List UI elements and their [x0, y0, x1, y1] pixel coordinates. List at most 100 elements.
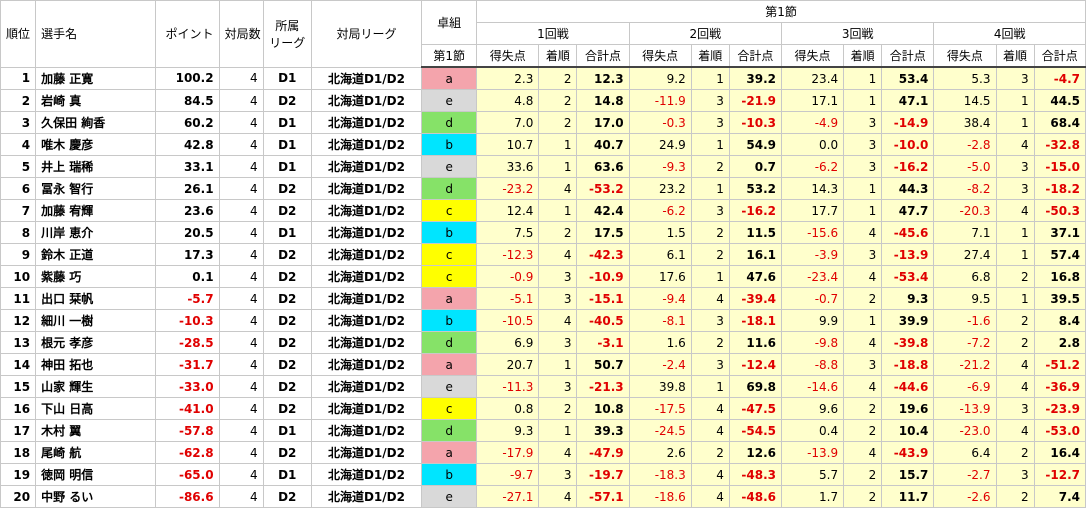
table-row: 1 加藤 正寛 100.2 4 D1 北海道D1/D2 a 2.3 2 12.3 9.2 1 39.2 2… [0, 66, 1086, 90]
round-gain: -11.3 [476, 375, 540, 398]
round-place: 1 [843, 199, 883, 222]
round-total: -21.9 [728, 89, 782, 112]
group: a [421, 287, 478, 310]
round-gain: -10.5 [476, 309, 540, 332]
round-total: 16.4 [1033, 441, 1086, 464]
round-place: 4 [690, 463, 730, 486]
round-gain: -21.2 [933, 353, 997, 376]
round-place: 4 [995, 133, 1035, 156]
header-round: 1回戦 [476, 22, 630, 45]
group: e [421, 485, 478, 508]
round-total: -15.1 [576, 287, 630, 310]
round-place: 4 [538, 441, 578, 464]
league: D2 [262, 89, 312, 112]
round-gain: -7.2 [933, 331, 997, 354]
round-place: 3 [690, 89, 730, 112]
round-total: -19.7 [576, 463, 630, 486]
round-total: 54.9 [728, 133, 782, 156]
match-league: 北海道D1/D2 [310, 463, 423, 486]
match-league: 北海道D1/D2 [310, 155, 423, 178]
round-place: 4 [843, 221, 883, 244]
group: e [421, 89, 478, 112]
points: 0.1 [155, 265, 220, 288]
round-gain: -0.9 [476, 265, 540, 288]
round-place: 4 [538, 243, 578, 266]
round-place: 1 [690, 66, 730, 90]
round-place: 4 [538, 309, 578, 332]
round-place: 2 [690, 331, 730, 354]
header-group-sub: 第1節 [421, 44, 478, 68]
rank: 17 [0, 419, 37, 442]
round-gain: 23.4 [780, 66, 845, 90]
table-row: 7 加藤 宥輝 23.6 4 D2 北海道D1/D2 c 12.4 1 42.4 -6.2 3 -16.… [0, 199, 1086, 222]
table-row: 3 久保田 絢香 60.2 4 D1 北海道D1/D2 d 7.0 2 17.0 -0.3 3 -10.… [0, 111, 1086, 134]
round-total: -18.2 [1033, 177, 1086, 200]
header-sub: 合計点 [881, 44, 935, 68]
points: 17.3 [155, 243, 220, 266]
rank: 14 [0, 353, 37, 376]
player-name: 根元 孝彦 [35, 331, 157, 354]
league: D2 [262, 199, 312, 222]
round-place: 1 [843, 89, 883, 112]
round-place: 4 [995, 199, 1035, 222]
round-gain: 17.6 [628, 265, 692, 288]
player-name: 山家 輝生 [35, 375, 157, 398]
round-gain: -3.9 [780, 243, 845, 266]
rank: 11 [0, 287, 37, 310]
rank: 10 [0, 265, 37, 288]
round-total: 14.8 [576, 89, 630, 112]
rank: 5 [0, 155, 37, 178]
round-total: -51.2 [1033, 353, 1086, 376]
round-gain: -4.9 [780, 111, 845, 134]
round-total: 47.6 [728, 265, 782, 288]
rank: 20 [0, 485, 37, 508]
rank: 16 [0, 397, 37, 420]
league: D2 [262, 265, 312, 288]
round-place: 4 [690, 287, 730, 310]
rank: 3 [0, 111, 37, 134]
league: D2 [262, 397, 312, 420]
round-gain: 24.9 [628, 133, 692, 156]
rank: 18 [0, 441, 37, 464]
round-total: -54.5 [728, 419, 782, 442]
games: 4 [218, 111, 264, 134]
points: -28.5 [155, 331, 220, 354]
round-place: 1 [690, 133, 730, 156]
round-total: -13.9 [881, 243, 935, 266]
round-gain: 6.9 [476, 331, 540, 354]
group: d [421, 331, 478, 354]
round-total: -21.3 [576, 375, 630, 398]
round-total: -42.3 [576, 243, 630, 266]
round-gain: -15.6 [780, 221, 845, 244]
round-gain: -2.8 [933, 133, 997, 156]
round-total: -57.1 [576, 485, 630, 508]
round-gain: 39.8 [628, 375, 692, 398]
table-row: 16 下山 日高 -41.0 4 D2 北海道D1/D2 c 0.8 2 10.8 -17.5 4 -4… [0, 397, 1086, 420]
round-place: 4 [995, 375, 1035, 398]
round-total: 12.6 [728, 441, 782, 464]
round-total: 16.1 [728, 243, 782, 266]
points: -33.0 [155, 375, 220, 398]
round-total: 11.6 [728, 331, 782, 354]
games: 4 [218, 155, 264, 178]
games: 4 [218, 66, 264, 90]
round-total: 17.0 [576, 111, 630, 134]
match-league: 北海道D1/D2 [310, 353, 423, 376]
round-gain: 1.6 [628, 331, 692, 354]
header-affiliation-1: 所属 [275, 18, 300, 33]
round-total: 19.6 [881, 397, 935, 420]
table-row: 12 細川 一樹 -10.3 4 D2 北海道D1/D2 b -10.5 4 -40.5 -8.1 3… [0, 309, 1086, 332]
player-name: 川岸 恵介 [35, 221, 157, 244]
league: D2 [262, 243, 312, 266]
group: b [421, 221, 478, 244]
round-gain: 14.3 [780, 177, 845, 200]
group: b [421, 133, 478, 156]
round-gain: 4.8 [476, 89, 540, 112]
rank: 6 [0, 177, 37, 200]
league: D1 [262, 133, 312, 156]
round-place: 3 [538, 265, 578, 288]
round-place: 4 [843, 375, 883, 398]
round-place: 3 [690, 199, 730, 222]
round-gain: -11.9 [628, 89, 692, 112]
round-place: 2 [690, 155, 730, 178]
